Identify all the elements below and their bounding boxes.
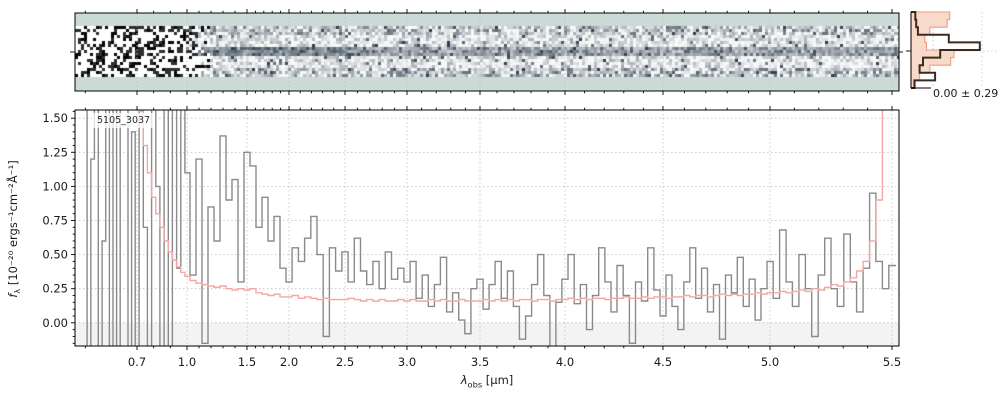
svg-text:5.5: 5.5 — [883, 355, 901, 369]
flux-series-path — [86, 110, 896, 346]
svg-text:1.00: 1.00 — [42, 179, 68, 193]
svg-text:3.0: 3.0 — [398, 355, 416, 369]
svg-text:0.7: 0.7 — [128, 355, 146, 369]
svg-text:0.25: 0.25 — [42, 282, 68, 296]
histogram-observed-outline — [911, 11, 981, 89]
svg-text:0.75: 0.75 — [42, 213, 68, 227]
svg-text:3.5: 3.5 — [471, 355, 489, 369]
svg-text:2.5: 2.5 — [336, 355, 354, 369]
x-axis-symbol: λ — [460, 373, 468, 387]
svg-text:1.5: 1.5 — [238, 355, 256, 369]
histogram-stat-label: 0.00 ± 0.29 — [931, 87, 1000, 101]
svg-text:0.00: 0.00 — [42, 316, 68, 330]
svg-text:0.50: 0.50 — [42, 248, 68, 262]
svg-text:2.0: 2.0 — [280, 355, 298, 369]
y-axis-subscript: λ — [12, 288, 23, 294]
y-axis-unit: [10⁻²⁰ ergs⁻¹cm⁻²Å⁻¹] — [5, 160, 20, 289]
y-axis-label: fλ [10⁻²⁰ ergs⁻¹cm⁻²Å⁻¹] — [6, 160, 22, 298]
svg-text:4.0: 4.0 — [556, 355, 574, 369]
svg-text:4.5: 4.5 — [654, 355, 672, 369]
source-id-label: 5105_3037 — [92, 113, 156, 128]
x-axis-label: λobs [μm] — [461, 373, 514, 389]
y-axis-symbol: f — [5, 293, 20, 298]
svg-text:5.0: 5.0 — [761, 355, 779, 369]
svg-text:1.0: 1.0 — [178, 355, 196, 369]
x-axis-subscript: obs — [467, 379, 483, 390]
svg-text:1.25: 1.25 — [42, 145, 68, 159]
svg-text:1.50: 1.50 — [42, 111, 68, 125]
axes-spines — [74, 12, 997, 347]
below-zero-band — [75, 322, 899, 346]
x-axis-unit: [μm] — [482, 373, 514, 387]
tick-labels: 0.7 1.0 1.5 2.0 2.5 3.0 3.5 4.0 4.5 5.0 5.5 0.00 0.2… — [42, 111, 901, 369]
gridlines — [75, 12, 997, 346]
2d-spectrum-image — [75, 13, 899, 91]
uncertainty-series-path — [138, 110, 884, 302]
